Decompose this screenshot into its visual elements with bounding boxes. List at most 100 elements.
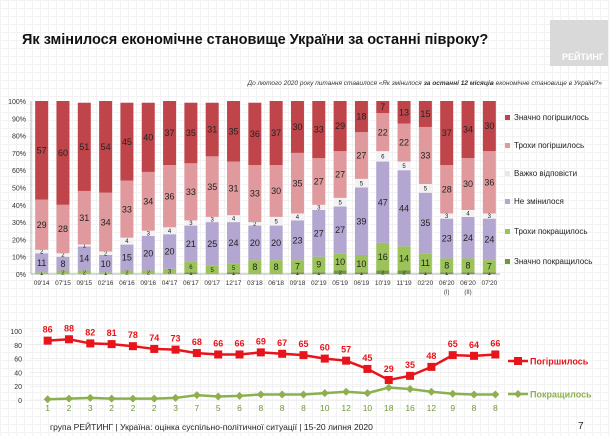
data-label: 35 [292,178,302,188]
data-label: 8 [466,261,471,271]
line-marker [128,342,137,351]
line-marker [320,354,329,363]
bar-segment [354,101,368,133]
bar-segment [333,206,347,254]
x-tick-label: 03'18 [247,280,263,287]
data-label: 8 [60,259,65,269]
data-label: 78 [128,330,138,340]
line-marker [470,390,479,399]
bar-segment [461,209,475,217]
y-tick-label: 0 [18,398,22,405]
x-tick-label: 12'17 [226,280,242,287]
data-label: 2 [67,403,72,413]
bar-segment [269,216,283,226]
bar-segment [333,253,347,271]
x-tick-label: 09'17 [204,280,220,287]
line-marker [171,393,180,402]
legend-swatch [505,115,510,120]
x-tick-label: 06'20 [439,280,455,287]
line-marker [406,371,415,380]
data-label: 14 [79,254,89,264]
bar-segment [397,246,411,271]
bar-segment [312,158,326,205]
bar-segment [99,192,113,252]
bar-segment [56,270,70,274]
x-tick-label: 02'20 [418,280,434,287]
line-marker [171,345,180,354]
bar-segment [418,272,432,274]
x-tick-label: 02'19 [311,280,327,287]
bar-segment [227,101,241,162]
data-label: 37 [165,128,175,138]
bar-segment [141,270,155,274]
data-label: 1 [104,271,108,277]
bar-segment [354,187,368,255]
y-tick-label: 50% [12,186,26,193]
data-label: 34 [143,196,153,206]
data-label: 14 [399,254,409,264]
data-label: 29 [335,121,345,131]
data-label: 21 [186,239,196,249]
bar-segment [418,192,432,254]
line-marker [491,390,500,399]
bar-segment [163,165,177,228]
data-label: 69 [256,336,266,346]
data-label: 16 [378,252,388,262]
data-label: 40 [143,132,153,142]
bar-segment [376,151,390,162]
x-tick-label: 02'16 [98,280,114,287]
footer: група РЕЙТИНГ | Україна: оцінка суспільн… [50,422,373,432]
data-label: 20 [271,238,281,248]
line-marker [128,394,137,403]
line-marker [64,335,73,344]
data-label: 6 [189,265,193,271]
data-label: 5 [360,181,364,187]
line-marker [278,390,287,399]
data-label: 8 [280,403,285,413]
x-tick-label: 06'17 [183,280,199,287]
line-marker [256,390,265,399]
bar-segment [397,161,411,171]
bar-segment [290,260,304,273]
data-label: 24 [463,233,473,243]
data-label: 4 [168,229,172,235]
data-label: 34 [101,217,111,227]
line-marker [107,340,116,349]
data-label: 57 [341,345,351,355]
bar-segment [99,251,113,255]
data-label: 10 [356,259,366,269]
bar-segment [184,220,198,226]
data-label: 11 [421,258,430,268]
legend-label: Значно покращилось [514,257,592,266]
bar-segment [141,102,155,172]
data-label: 25 [207,239,217,249]
data-label: 3 [211,218,215,224]
x-tick-label: 06'19 [354,280,370,287]
x-tick-label: 09'16 [140,280,156,287]
line-marker [86,393,95,402]
x-tick-label: 09'18 [290,280,306,287]
data-label: 5 [216,403,221,413]
bar-segment [56,101,70,205]
bar-segment [141,235,155,271]
x-tick-label: 09'15 [76,280,92,287]
note-text-end: економічне становище в Україні?» [493,80,602,87]
bar-segment [184,272,198,274]
data-label: 5 [232,266,236,272]
data-label: 3 [147,231,151,237]
bar-segment [354,272,368,274]
data-label: 6 [237,403,242,413]
bar-segment [354,132,368,179]
legend-label: Трохи покращилось [514,227,588,236]
data-label: 7 [195,403,200,413]
bar-segment [205,156,219,217]
x-tick-label: 05'19 [332,280,348,287]
data-label: 73 [171,334,181,344]
data-label: 7 [380,102,385,112]
bar-segment [354,254,368,273]
data-label: 51 [79,142,89,152]
data-label: 1 [83,244,87,250]
data-label: 74 [149,333,159,343]
x-tick-sublabel: (I) [444,290,450,296]
